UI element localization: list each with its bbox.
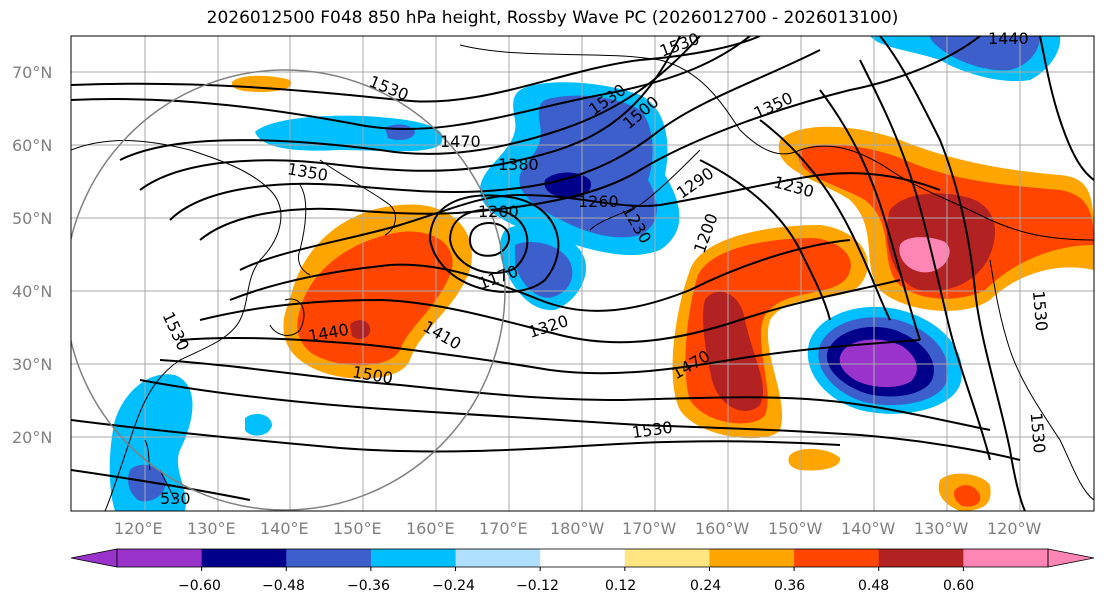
lat-label: 30°N <box>12 355 52 374</box>
lon-label: 140°E <box>260 519 309 538</box>
colorbar-tick-label: −0.12 <box>516 578 559 594</box>
colorbar-segment <box>370 549 457 567</box>
contour-label-partial: 530 <box>160 489 191 508</box>
colorbar-segment <box>709 549 795 567</box>
map-frame <box>70 35 1095 512</box>
lon-label: 140°W <box>841 519 896 538</box>
colorbar-tick-label: 0.24 <box>690 578 721 594</box>
height-contours <box>71 36 1094 511</box>
colorbar-segment <box>794 549 880 567</box>
colorbar-tick-label: −0.48 <box>262 578 305 594</box>
colorbar-segment <box>286 549 372 567</box>
positive-anomaly-centralpac-peak <box>702 291 763 412</box>
colorbar-segment <box>117 549 203 567</box>
lon-label: 170°E <box>479 519 528 538</box>
lat-label: 70°N <box>12 63 52 82</box>
negative-anomaly-northpac-minimum <box>544 172 591 199</box>
contour-label: 1200 <box>478 202 519 221</box>
longitude-labels: 120°E 130°E 140°E 150°E 160°E 170°E 180°… <box>114 519 1042 538</box>
lon-label: 130°E <box>187 519 236 538</box>
contour-label: 1440 <box>988 29 1029 48</box>
lat-label: 40°N <box>12 282 52 301</box>
lat-label: 20°N <box>12 428 52 447</box>
colorbar-frame <box>116 548 1049 568</box>
colorbar-segment <box>201 549 287 567</box>
colorbar-tick-label: −0.60 <box>178 578 221 594</box>
colorbar-tick-label: −0.24 <box>432 578 475 594</box>
negative-anomaly-guam <box>245 413 272 436</box>
lon-label: 170°W <box>622 519 677 538</box>
colorbar <box>70 548 1095 571</box>
lon-label: 180°W <box>550 519 605 538</box>
negative-anomaly-arctic-core <box>930 36 1040 71</box>
lon-label: 160°W <box>695 519 750 538</box>
colorbar-segment <box>878 549 964 567</box>
negative-anomaly-hawaii-minimum <box>839 339 917 388</box>
colorbar-segment <box>963 549 1049 567</box>
lon-label: 120°W <box>987 519 1042 538</box>
lat-label: 60°N <box>12 136 52 155</box>
contour-label: 1530 <box>1029 290 1051 332</box>
contour-label: 1470 <box>440 132 481 151</box>
lon-label: 130°W <box>914 519 969 538</box>
lon-label: 150°E <box>333 519 382 538</box>
colorbar-segment <box>624 549 710 567</box>
colorbar-tick-label: 0.36 <box>774 578 805 594</box>
colorbar-tick-label: 0.48 <box>858 578 889 594</box>
colorbar-tick-label: 0.60 <box>943 578 974 594</box>
colorbar-tick-label: 0.12 <box>605 578 636 594</box>
colorbar-tick-label: −0.36 <box>347 578 390 594</box>
range-circle <box>71 69 506 511</box>
latitude-labels: 70°N 60°N 50°N 40°N 30°N 20°N <box>12 63 52 447</box>
colorbar-arrow-max <box>1047 548 1095 568</box>
negative-anomaly-philippines-core <box>128 464 166 502</box>
positive-anomaly-westpac-peak <box>350 320 371 339</box>
colorbar-segment <box>540 549 626 567</box>
lon-label: 160°E <box>406 519 455 538</box>
lon-label: 150°W <box>768 519 823 538</box>
contour-label: 1530 <box>1027 412 1049 454</box>
positive-anomaly-eastpac-core <box>953 485 981 507</box>
lat-label: 50°N <box>12 209 52 228</box>
colorbar-arrow-min <box>70 548 118 568</box>
colorbar-ticks: −0.60 −0.48 −0.36 −0.24 −0.12 0.12 0.24 … <box>178 578 974 594</box>
positive-anomaly-alaska-max <box>899 237 950 273</box>
map-title: 2026012500 F048 850 hPa height, Rossby W… <box>206 8 899 28</box>
contour-label: 1260 <box>578 192 619 211</box>
colorbar-segment <box>455 549 541 567</box>
lon-label: 120°E <box>114 519 163 538</box>
contour-label: 1380 <box>498 155 539 174</box>
